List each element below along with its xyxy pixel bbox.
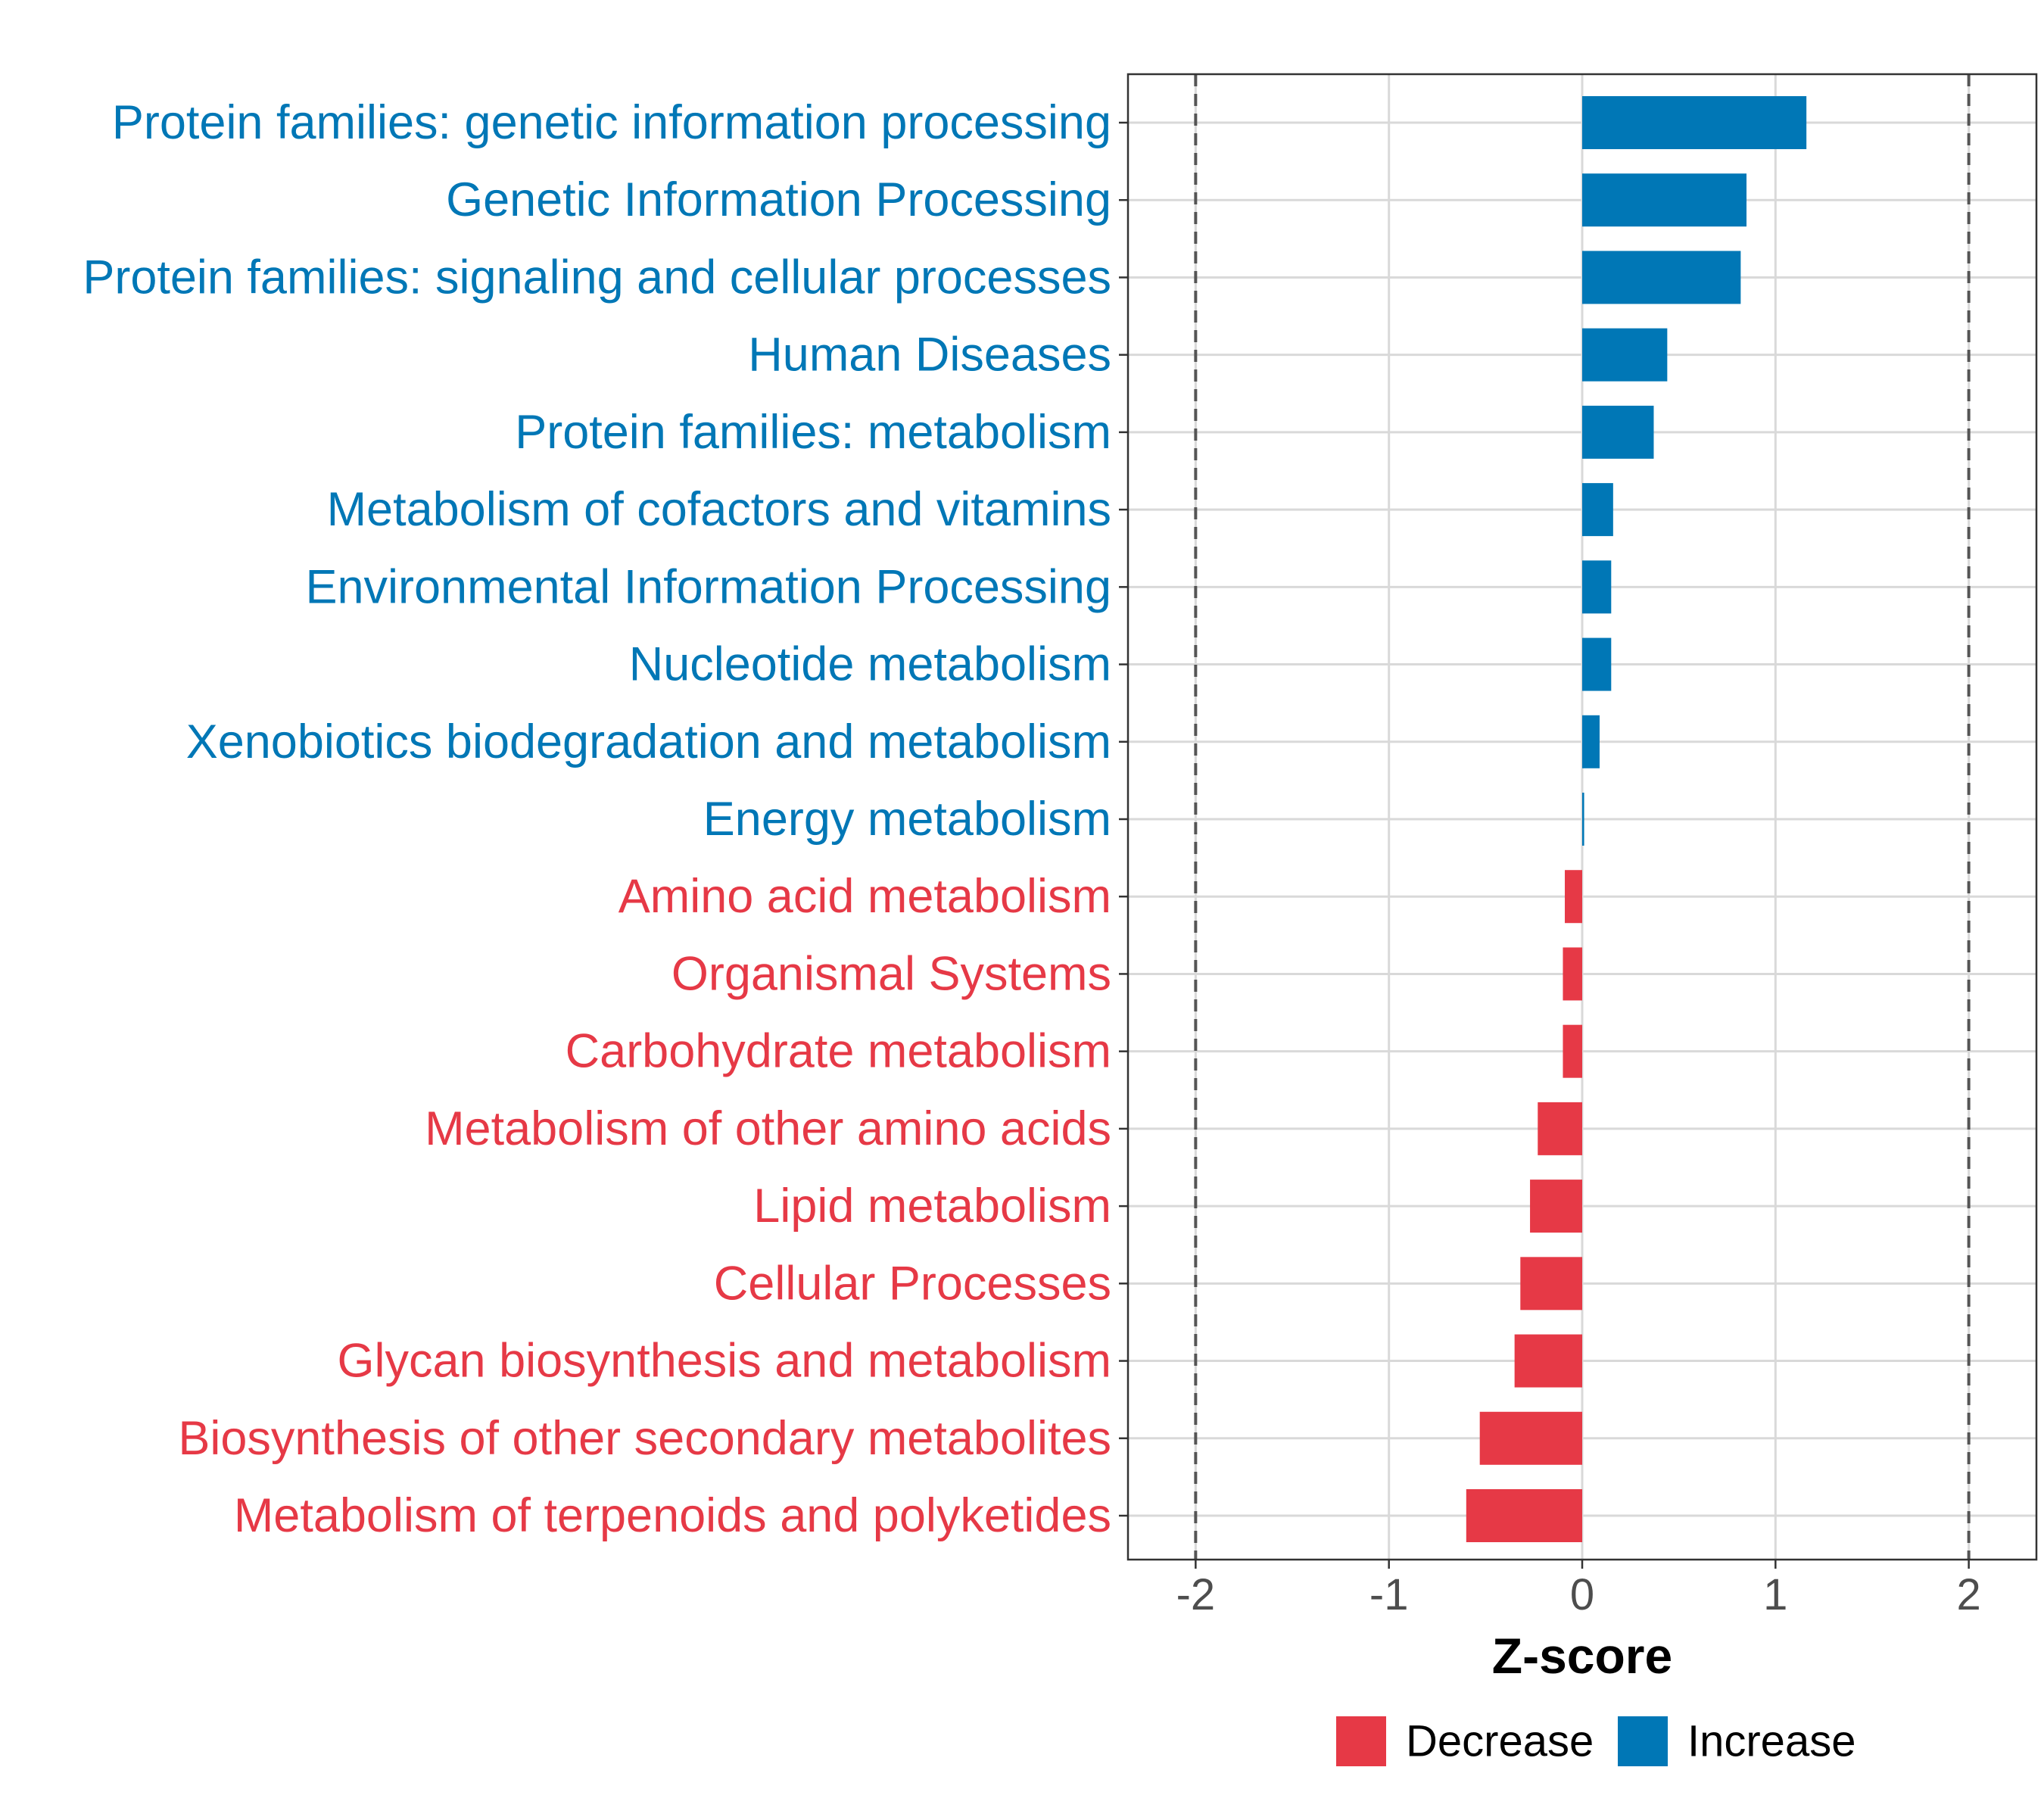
legend-swatch-decrease (1336, 1716, 1386, 1766)
y-tick-label: Protein families: signaling and cellular… (83, 251, 1111, 304)
y-tick-label: Environmental Information Processing (305, 560, 1111, 613)
bar (1479, 1411, 1582, 1465)
bar (1530, 1180, 1582, 1233)
y-tick-label: Metabolism of cofactors and vitamins (327, 483, 1111, 536)
y-tick-label: Carbohydrate metabolism (566, 1025, 1111, 1078)
y-tick-label: Lipid metabolism (753, 1180, 1111, 1233)
bars (1466, 96, 1807, 1542)
y-tick-label: Amino acid metabolism (618, 870, 1111, 923)
y-tick-label: Nucleotide metabolism (629, 638, 1111, 691)
bar (1582, 560, 1612, 614)
y-tick-label: Metabolism of other amino acids (425, 1102, 1111, 1155)
x-tick-label: 0 (1570, 1570, 1594, 1619)
legend-swatch-increase (1618, 1716, 1668, 1766)
bar (1582, 483, 1613, 537)
y-tick-label: Glycan biosynthesis and metabolism (338, 1335, 1112, 1388)
y-tick-label: Protein families: metabolism (515, 406, 1111, 459)
bar (1466, 1489, 1582, 1542)
y-tick-label: Cellular Processes (714, 1257, 1111, 1310)
bar (1582, 96, 1807, 149)
legend-label-decrease: Decrease (1406, 1717, 1594, 1766)
x-axis-title: Z-score (1492, 1628, 1672, 1684)
bar (1582, 793, 1584, 846)
y-tick-label: Organismal Systems (671, 947, 1111, 1000)
bar (1582, 715, 1600, 768)
y-tick-label: Xenobiotics biodegradation and metabolis… (186, 715, 1111, 768)
y-tick-label: Genetic Information Processing (446, 173, 1111, 226)
legend: Decrease Increase (1336, 1716, 1855, 1766)
legend-label-increase: Increase (1687, 1717, 1855, 1766)
y-tick-label: Metabolism of terpenoids and polyketides (234, 1489, 1111, 1542)
bar (1565, 870, 1582, 924)
y-tick-label: Energy metabolism (703, 793, 1111, 846)
bar (1582, 328, 1668, 382)
x-tick-label: -1 (1369, 1570, 1409, 1619)
bar (1582, 251, 1741, 304)
bar (1582, 405, 1654, 459)
bar (1563, 947, 1582, 1001)
bar (1582, 637, 1612, 691)
bar (1563, 1024, 1582, 1078)
bar (1514, 1334, 1582, 1388)
x-axis: -2 -1 0 1 2 (1176, 1560, 1981, 1619)
x-tick-label: 1 (1763, 1570, 1787, 1619)
y-axis: Protein families: genetic information pr… (83, 96, 1128, 1542)
y-tick-label: Protein families: genetic information pr… (112, 96, 1111, 149)
x-tick-label: 2 (1957, 1570, 1981, 1619)
bar (1520, 1257, 1582, 1311)
y-tick-label: Biosynthesis of other secondary metaboli… (178, 1412, 1111, 1465)
bar (1538, 1102, 1582, 1155)
y-tick-label: Human Diseases (748, 329, 1111, 382)
bar (1582, 173, 1747, 227)
reference-lines (1194, 74, 1971, 1560)
x-tick-label: -2 (1176, 1570, 1216, 1619)
